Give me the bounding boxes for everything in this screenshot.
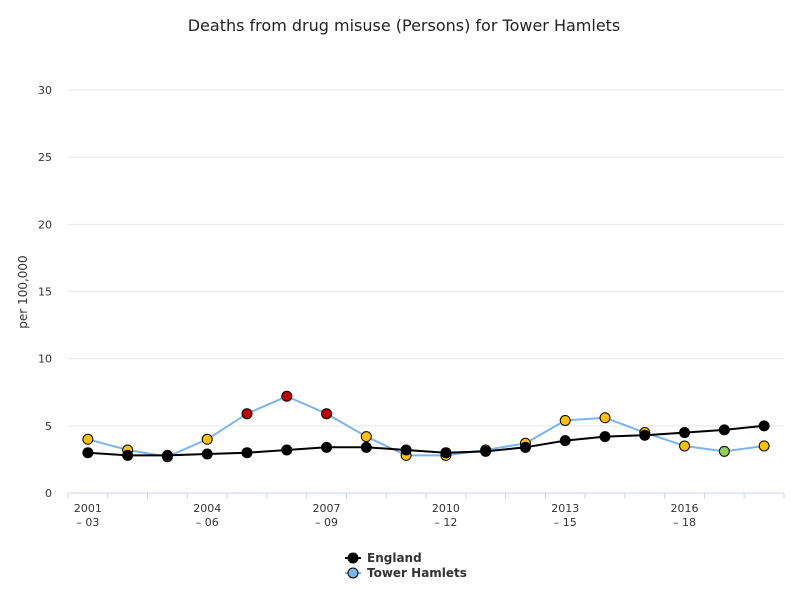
x-tick-label-sub: – 12 [434,516,457,529]
data-point-tower-hamlets[interactable] [281,390,293,402]
data-point-england[interactable] [122,449,134,461]
chart-title: Deaths from drug misuse (Persons) for To… [188,16,621,35]
y-tick-label: 0 [45,487,52,500]
data-point-england[interactable] [639,429,651,441]
data-point-england[interactable] [599,431,611,443]
data-point-england[interactable] [161,449,173,461]
data-point-tower-hamlets[interactable] [718,445,730,457]
data-point-tower-hamlets[interactable] [559,414,571,426]
data-point-england[interactable] [400,444,412,456]
x-tick-label: 2013 [551,502,579,515]
x-tick-label: 2001 [74,502,102,515]
data-point-tower-hamlets[interactable] [82,433,94,445]
y-axis-label: per 100,000 [16,255,30,328]
series-line-england [87,424,765,457]
y-tick-label: 15 [38,286,52,299]
x-tick-label-sub: – 06 [196,516,219,529]
data-point-england[interactable] [201,448,213,460]
x-tick-label: 2007 [313,502,341,515]
x-tick-label: 2010 [432,502,460,515]
data-point-tower-hamlets[interactable] [321,408,333,420]
data-point-england[interactable] [360,441,372,453]
y-axis-ticks: 0 5 10 15 20 25 30 [38,84,52,500]
y-tick-label: 5 [45,420,52,433]
data-point-tower-hamlets[interactable] [360,431,372,443]
x-tick-label: 2016 [671,502,699,515]
data-point-tower-hamlets[interactable] [201,433,213,445]
x-tick-label-sub: – 18 [673,516,696,529]
data-point-tower-hamlets[interactable] [679,440,691,452]
data-point-england[interactable] [480,445,492,457]
data-point-england[interactable] [559,435,571,447]
y-tick-label: 25 [38,151,52,164]
x-tick-label-sub: – 09 [315,516,338,529]
data-point-england[interactable] [241,447,253,459]
data-point-england[interactable] [82,447,94,459]
data-point-england[interactable] [281,444,293,456]
y-tick-label: 20 [38,218,52,231]
legend-item-label[interactable]: Tower Hamlets [367,566,467,580]
series-line-tower-hamlets [87,395,765,458]
x-axis: 2001– 03 2004– 06 2007– 09 2010– 12 2013– 15… [67,492,785,529]
data-point-england[interactable] [679,427,691,439]
grid-lines [68,89,784,427]
data-point-tower-hamlets[interactable] [758,440,770,452]
data-point-england[interactable] [718,424,730,436]
data-point-tower-hamlets[interactable] [241,408,253,420]
series-group [82,390,770,463]
y-tick-label: 30 [38,84,52,97]
legend-marker [347,567,359,579]
legend-item-label[interactable]: England [367,551,422,565]
data-point-england[interactable] [321,441,333,453]
x-tick-label-sub: – 03 [76,516,99,529]
x-tick-label-sub: – 15 [554,516,577,529]
data-point-england[interactable] [758,420,770,432]
data-point-england[interactable] [519,441,531,453]
legend-marker [347,552,359,564]
data-point-tower-hamlets[interactable] [599,412,611,424]
x-tick-label: 2004 [193,502,221,515]
y-tick-label: 10 [38,353,52,366]
data-point-england[interactable] [440,447,452,459]
